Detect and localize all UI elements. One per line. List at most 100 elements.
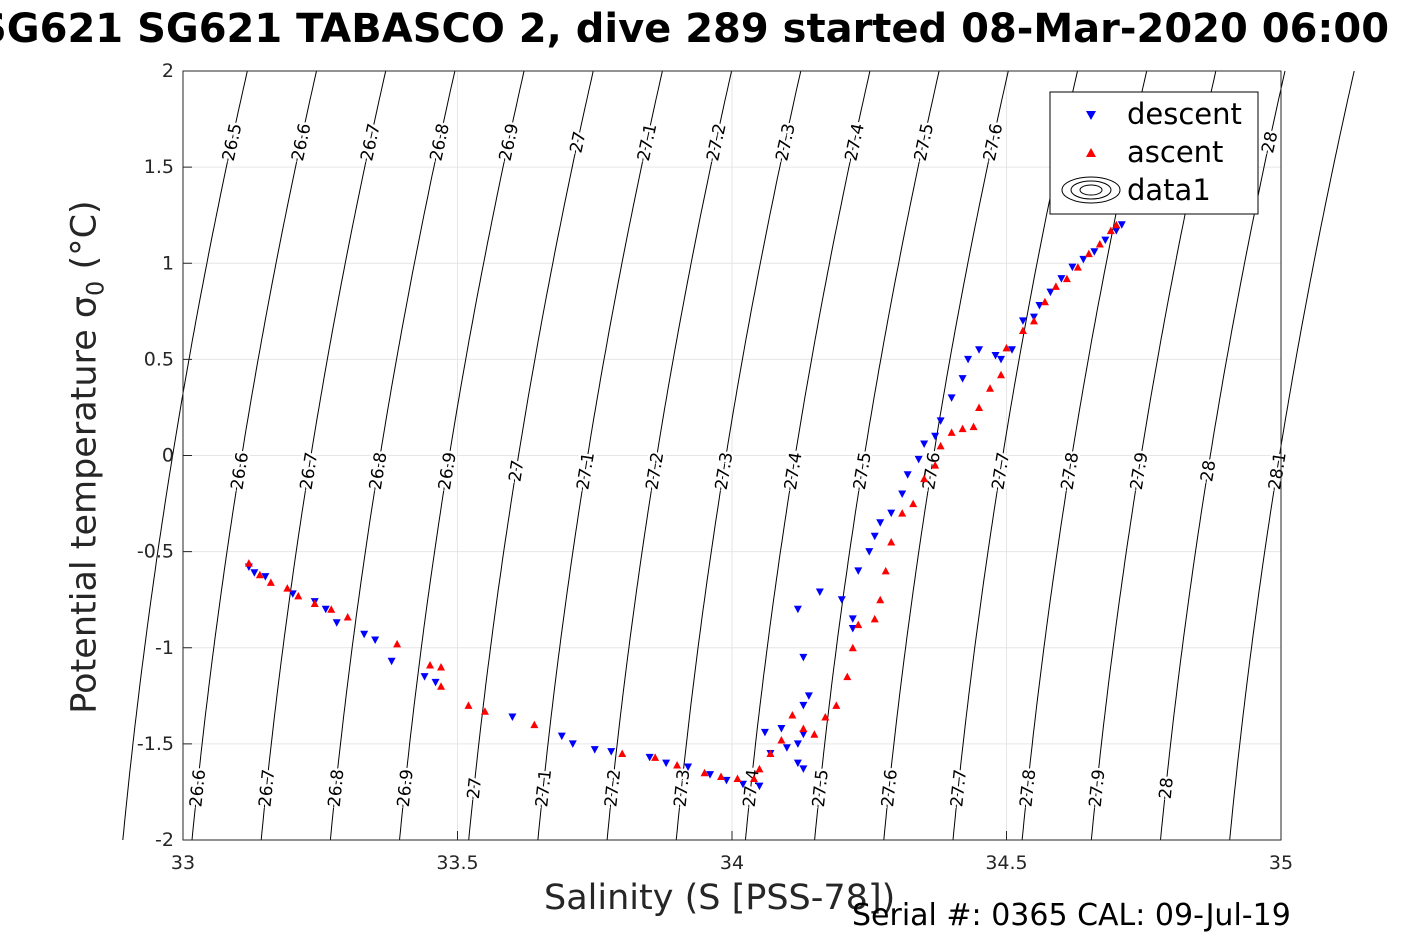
isopycnal-27.2 bbox=[606, 70, 733, 841]
density-contours bbox=[122, 70, 1355, 841]
descent-point bbox=[936, 417, 945, 425]
contour-label: 27.7 bbox=[947, 768, 971, 808]
isopycnal-26.9 bbox=[399, 70, 525, 841]
descent-point bbox=[371, 636, 380, 645]
descent-point bbox=[991, 352, 1000, 360]
ascent-point bbox=[437, 662, 446, 671]
descent-point bbox=[887, 509, 896, 518]
x-tick-label: 33.5 bbox=[436, 852, 478, 874]
descent-point bbox=[590, 746, 599, 754]
descent-point bbox=[288, 590, 297, 598]
legend[interactable]: descent ascent data1 bbox=[1049, 91, 1259, 215]
serial-cal-footer: Serial #: 0365 CAL: 09-Jul-19 bbox=[852, 898, 1291, 933]
ascent-point bbox=[876, 595, 885, 604]
descent-point bbox=[662, 759, 671, 768]
contour-label: 26.8 bbox=[325, 768, 349, 808]
ascent-point bbox=[393, 639, 402, 648]
ascent-point bbox=[1029, 316, 1038, 325]
descent-point bbox=[848, 615, 857, 623]
ascent-point bbox=[986, 384, 995, 392]
isopycnal-26.6 bbox=[191, 70, 317, 841]
ascent-point bbox=[969, 422, 978, 431]
ascent-point bbox=[343, 612, 352, 621]
descent-point bbox=[321, 605, 330, 614]
descent-point bbox=[706, 771, 715, 779]
ascent-point bbox=[975, 403, 984, 411]
ascent-point bbox=[870, 614, 879, 623]
ascent-point bbox=[244, 559, 253, 567]
contour-label: 27.1 bbox=[532, 768, 556, 808]
ascent-point bbox=[947, 428, 956, 436]
ascent-point bbox=[1040, 297, 1049, 306]
y-axis-label: Potential temperature σ0 (°C) bbox=[64, 200, 110, 714]
isopycnal-27.5 bbox=[814, 70, 940, 841]
y-tick-label: 1.5 bbox=[144, 156, 174, 178]
ascent-point bbox=[1062, 274, 1071, 283]
isopycnal-26.5 bbox=[122, 70, 248, 841]
ascent-point bbox=[909, 499, 918, 508]
x-tick-label: 34 bbox=[720, 852, 744, 874]
contour-label: 26.7 bbox=[255, 768, 279, 808]
ascent-point bbox=[920, 474, 929, 483]
descent-point bbox=[557, 732, 566, 741]
descent-point bbox=[947, 394, 956, 402]
descent-point bbox=[684, 763, 693, 771]
ascent-point bbox=[266, 578, 275, 586]
descent-point bbox=[568, 740, 577, 748]
descent-point bbox=[1046, 288, 1055, 297]
descent-point bbox=[920, 440, 929, 448]
descent-point bbox=[804, 692, 813, 700]
ascent-point bbox=[618, 749, 627, 757]
descent-point bbox=[914, 455, 923, 464]
legend-descent-marker bbox=[1086, 111, 1096, 120]
y-tick-label: -1.5 bbox=[137, 733, 174, 755]
ascent-point bbox=[931, 461, 940, 469]
ascent-point bbox=[854, 620, 863, 629]
ascent-point bbox=[1084, 249, 1093, 258]
descent-point bbox=[1057, 275, 1066, 283]
y-tick-label: -2 bbox=[155, 829, 174, 851]
descent-point bbox=[722, 776, 731, 785]
ascent-point bbox=[810, 730, 819, 738]
descent-point bbox=[431, 678, 440, 687]
ascent-point bbox=[283, 584, 292, 592]
legend-data1-label: data1 bbox=[1127, 173, 1211, 207]
ascent-point bbox=[766, 749, 775, 757]
descent-point bbox=[799, 765, 808, 773]
y-tick-label: 0.5 bbox=[144, 348, 174, 370]
ascent-point bbox=[958, 424, 967, 433]
descent-point bbox=[793, 740, 802, 748]
ascent-point bbox=[843, 672, 852, 681]
descent-point bbox=[815, 588, 824, 596]
descent-point bbox=[975, 346, 984, 354]
contour-label: 27 bbox=[505, 459, 528, 484]
ascent-point bbox=[749, 774, 758, 782]
descent-point bbox=[865, 548, 874, 556]
descent-point bbox=[1117, 221, 1126, 229]
ascent-point bbox=[255, 570, 264, 579]
descent-point bbox=[799, 653, 808, 662]
descent-point bbox=[964, 355, 973, 364]
isopycnal-27.1 bbox=[537, 70, 663, 841]
descent-point bbox=[420, 673, 429, 681]
descent-point bbox=[799, 730, 808, 739]
y-tick-label: 1 bbox=[162, 252, 174, 274]
ascent-point bbox=[1018, 326, 1027, 335]
ascent-point bbox=[717, 772, 726, 781]
ascent-point bbox=[437, 682, 446, 690]
descent-point bbox=[837, 596, 846, 604]
isopycnal-27.6 bbox=[883, 70, 1009, 841]
ascent-point bbox=[1051, 282, 1060, 290]
ascent-point bbox=[1106, 226, 1115, 235]
ascent-point bbox=[799, 724, 808, 732]
ascent-point bbox=[898, 509, 907, 517]
x-axis-label: Salinity (S [PSS-78]) bbox=[544, 878, 896, 918]
legend-ascent-marker bbox=[1086, 148, 1096, 157]
descent-point bbox=[760, 728, 769, 737]
descent-point bbox=[332, 619, 341, 627]
descent-point bbox=[898, 490, 907, 498]
descent-point bbox=[1079, 255, 1088, 264]
ascent-point bbox=[480, 707, 489, 715]
descent-point bbox=[903, 471, 912, 479]
